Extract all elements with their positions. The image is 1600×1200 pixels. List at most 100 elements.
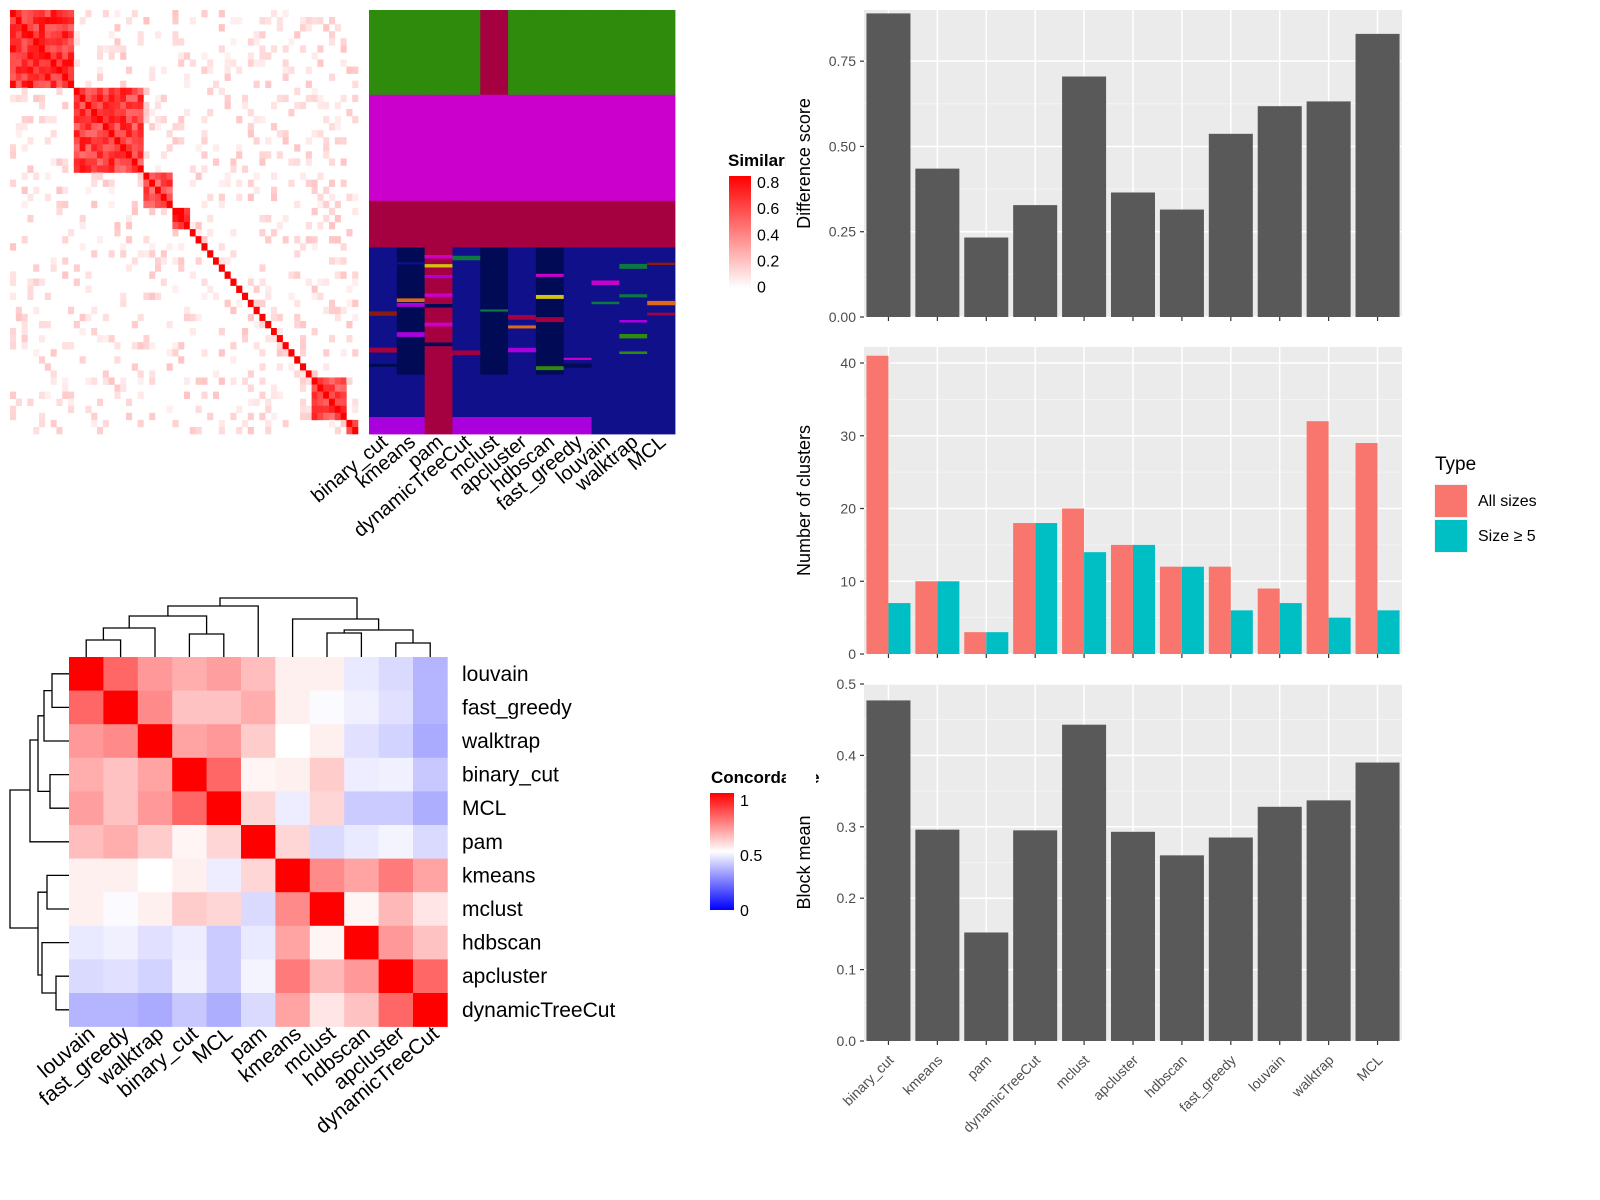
cluster-membership-stripe — [480, 309, 509, 312]
similarity-cell — [39, 66, 46, 74]
concordance-cell — [137, 959, 173, 994]
similarity-cell — [10, 80, 17, 89]
cluster-membership-cell — [535, 374, 565, 418]
cluster-membership-stripe — [424, 293, 453, 297]
similarity-cell — [340, 349, 347, 357]
cluster-membership-cell — [591, 10, 620, 96]
concordance-cell — [172, 993, 207, 1027]
similarity-cell — [108, 116, 115, 124]
similarity-cell — [126, 222, 133, 230]
similarity-cell — [317, 391, 324, 399]
similarity-cell — [15, 66, 22, 74]
similarity-cell — [79, 130, 86, 138]
similarity-cell — [329, 158, 336, 166]
similarity-cell — [352, 426, 359, 435]
similarity-cell — [323, 391, 330, 399]
similarity-cell — [236, 144, 243, 152]
similarity-cell — [166, 193, 173, 202]
similarity-cell — [149, 123, 156, 131]
similarity-cell — [201, 391, 208, 399]
similarity-cell — [230, 377, 237, 385]
similarity-cell — [178, 137, 185, 145]
similarity-cell — [126, 123, 133, 131]
similarity-cell — [120, 165, 127, 173]
similarity-cell — [131, 108, 138, 117]
similarity-cell — [91, 144, 98, 152]
similarity-cell — [10, 271, 17, 279]
similarity-cell — [27, 214, 34, 223]
similarity-cell — [340, 257, 347, 265]
similarity-cell — [44, 73, 51, 81]
similarity-cell — [131, 10, 138, 18]
cluster-membership-cell — [619, 417, 648, 435]
similarity-cell — [114, 151, 121, 159]
similarity-cell — [236, 116, 243, 124]
similarity-cell — [294, 101, 301, 110]
similarity-cell — [247, 412, 254, 421]
similarity-cell — [242, 101, 249, 110]
similarity-cell — [300, 172, 307, 180]
similarity-cell — [91, 108, 98, 117]
similarity-cell — [79, 356, 86, 364]
similarity-cell — [102, 123, 109, 131]
similarity-cell — [91, 94, 98, 103]
x-tick-label: apcluster — [1090, 1052, 1142, 1104]
similarity-cell — [178, 356, 185, 364]
similarity-cell — [311, 398, 318, 407]
concordance-cell — [69, 892, 104, 927]
similarity-legend-tick: 0.4 — [757, 227, 779, 244]
similarity-cell — [27, 398, 34, 407]
concordance-cell — [206, 757, 242, 792]
similarity-cell — [247, 278, 254, 286]
concordance-cell — [172, 791, 207, 826]
similarity-cell — [131, 342, 138, 350]
concordance-cell — [69, 825, 104, 859]
cluster-membership-stripe — [535, 294, 564, 299]
concordance-cell — [103, 690, 139, 725]
concordance-cell — [137, 858, 173, 893]
similarity-cell — [62, 17, 69, 25]
similarity-cell — [253, 285, 260, 293]
similarity-cell — [317, 200, 324, 209]
concordance-cell — [137, 724, 173, 759]
concordance-legend-tick: 1 — [740, 793, 749, 810]
similarity-cell — [300, 17, 307, 25]
similarity-cell — [114, 222, 121, 230]
left-dendrogram-branch — [43, 689, 69, 742]
similarity-cell — [317, 278, 324, 286]
similarity-cell — [131, 116, 138, 124]
similarity-cell — [131, 257, 138, 265]
cluster-membership-cell — [396, 94, 426, 202]
similarity-cell — [311, 52, 318, 60]
similarity-cell — [27, 165, 34, 173]
similarity-cell — [160, 200, 167, 209]
similarity-cell — [282, 342, 289, 350]
similarity-cell — [10, 391, 17, 399]
similarity-cell — [114, 356, 121, 364]
similarity-cell — [236, 151, 243, 159]
left-dendrogram-branch — [37, 715, 50, 793]
similarity-cell — [108, 377, 115, 385]
similarity-cell — [102, 137, 109, 145]
cluster-membership-cell — [563, 374, 592, 418]
similarity-cell — [21, 144, 28, 152]
similarity-cell — [247, 108, 254, 117]
similarity-cell — [195, 236, 202, 244]
similarity-cell — [317, 17, 324, 25]
concordance-cell — [172, 858, 207, 893]
similarity-cell — [143, 116, 150, 124]
similarity-cell — [39, 101, 46, 110]
similarity-cell — [184, 214, 191, 223]
similarity-cell — [114, 130, 121, 138]
similarity-cell — [172, 123, 179, 131]
similarity-cell — [15, 306, 22, 315]
concordance-row-label: hdbscan — [462, 932, 541, 955]
concordance-cell — [241, 959, 276, 994]
similarity-cell — [114, 101, 121, 110]
similarity-cell — [346, 320, 353, 329]
similarity-cell — [178, 123, 185, 131]
concordance-cell — [69, 657, 104, 691]
similarity-cell — [114, 10, 121, 18]
cluster-membership-cell — [452, 200, 481, 248]
legend-title: Type — [1435, 454, 1476, 475]
